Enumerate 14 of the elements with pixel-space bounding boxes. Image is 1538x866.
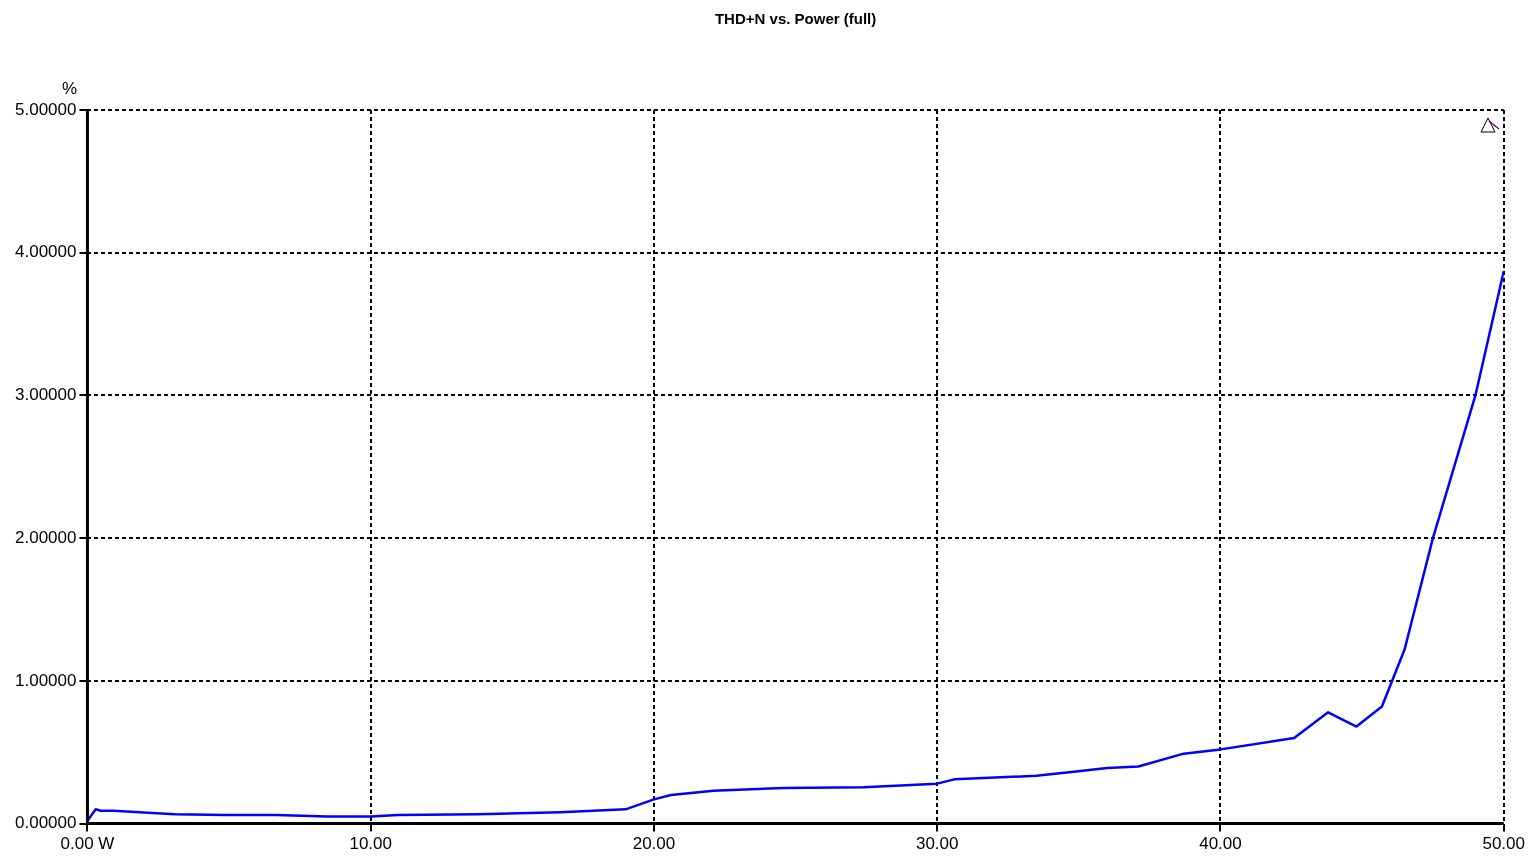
x-tick-label: 40.00 — [1199, 834, 1242, 854]
x-tick-label: 20.00 — [632, 834, 676, 854]
y-tick-label: 5.00000 — [15, 99, 77, 119]
y-tick-label: 3.00000 — [15, 385, 77, 405]
y-axis-title: % — [61, 79, 78, 99]
x-tick-label: 0.00 W — [60, 834, 115, 854]
chart-title: THD+N vs. Power (full) — [714, 9, 877, 27]
y-tick-label: 2.00000 — [15, 527, 77, 547]
x-tick-label: 30.00 — [915, 834, 959, 854]
y-tick-label: 1.00000 — [15, 670, 77, 690]
y-tick-label: 4.00000 — [15, 242, 77, 262]
x-tick-label: 50.00 — [1482, 834, 1525, 854]
x-tick-label: 10.00 — [349, 834, 392, 854]
y-tick-label: 0.00000 — [15, 813, 77, 833]
